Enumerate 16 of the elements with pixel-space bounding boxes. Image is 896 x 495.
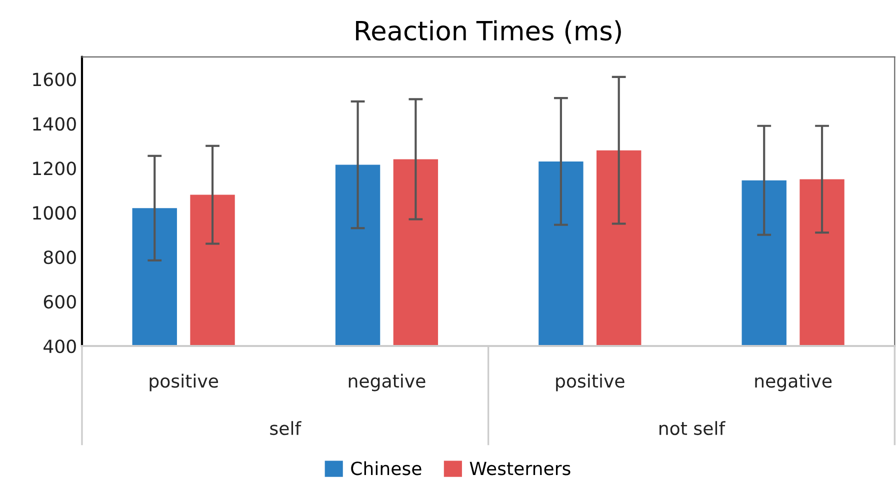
y-tick-label: 1400 [33, 117, 76, 131]
legend-label: Chinese [351, 461, 422, 476]
y-tick-label: 1000 [33, 206, 76, 220]
x-tick-label: positive [556, 374, 624, 392]
x-tick-label: negative [348, 374, 426, 392]
y-tick-label: 1600 [33, 72, 76, 86]
y-tick-label: 800 [44, 250, 76, 264]
chart-title: Reaction Times (ms) [356, 20, 621, 44]
text: not self [660, 421, 726, 436]
y-tick-label: 600 [44, 294, 76, 309]
legend-label: Westerners [470, 462, 570, 476]
y-tick-label: 400 [44, 339, 76, 354]
y-tick-label: 1200 [33, 162, 76, 176]
text: self [270, 421, 302, 436]
x-tick-label: negative [755, 374, 832, 392]
x-tick-label: positive [150, 374, 218, 392]
